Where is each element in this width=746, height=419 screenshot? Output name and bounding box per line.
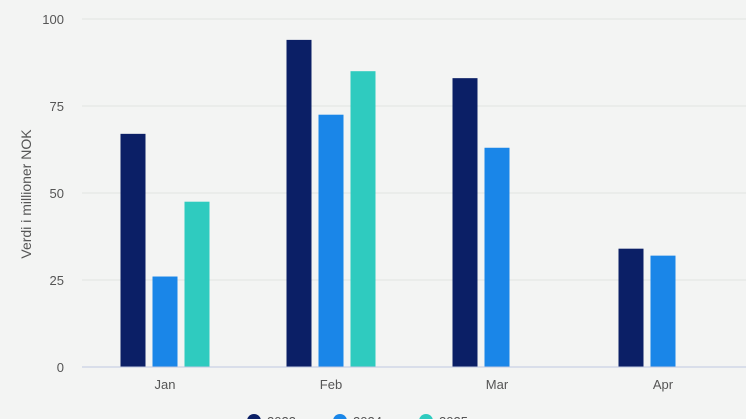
bar-2023-apr bbox=[618, 248, 644, 367]
legend-swatch bbox=[419, 414, 433, 419]
y-axis-title: Verdi i millioner NOK bbox=[18, 129, 34, 259]
legend: 2023 2024 2025 bbox=[247, 414, 468, 419]
bars bbox=[120, 39, 676, 367]
y-tick-label: 100 bbox=[42, 12, 64, 27]
bar-2024-feb bbox=[318, 114, 344, 367]
legend-label: 2025 bbox=[439, 414, 468, 419]
x-tick-label: Jan bbox=[155, 377, 176, 392]
bar-2023-jan bbox=[120, 133, 146, 367]
bar-2024-apr bbox=[650, 255, 676, 367]
y-tick-label: 0 bbox=[57, 360, 64, 375]
legend-swatch bbox=[333, 414, 347, 419]
y-tick-labels: 0 25 50 75 100 bbox=[42, 12, 64, 375]
y-tick-label: 25 bbox=[50, 273, 64, 288]
bar-2023-feb bbox=[286, 39, 312, 367]
legend-item-2024[interactable]: 2024 bbox=[333, 414, 382, 419]
bar-2024-jan bbox=[152, 276, 178, 367]
legend-label: 2023 bbox=[267, 414, 296, 419]
legend-item-2023[interactable]: 2023 bbox=[247, 414, 296, 419]
y-tick-label: 75 bbox=[50, 99, 64, 114]
bar-2023-mar bbox=[452, 78, 478, 367]
legend-swatch bbox=[247, 414, 261, 419]
x-tick-label: Feb bbox=[320, 377, 342, 392]
bar-2025-jan bbox=[184, 201, 210, 367]
y-tick-label: 50 bbox=[50, 186, 64, 201]
legend-item-2025[interactable]: 2025 bbox=[419, 414, 468, 419]
x-tick-labels: Jan Feb Mar Apr bbox=[155, 377, 674, 392]
x-tick-label: Apr bbox=[653, 377, 674, 392]
grid-lines bbox=[82, 18, 746, 281]
bar-2024-mar bbox=[484, 147, 510, 367]
x-tick-label: Mar bbox=[486, 377, 509, 392]
legend-label: 2024 bbox=[353, 414, 382, 419]
bar-2025-feb bbox=[350, 71, 376, 367]
